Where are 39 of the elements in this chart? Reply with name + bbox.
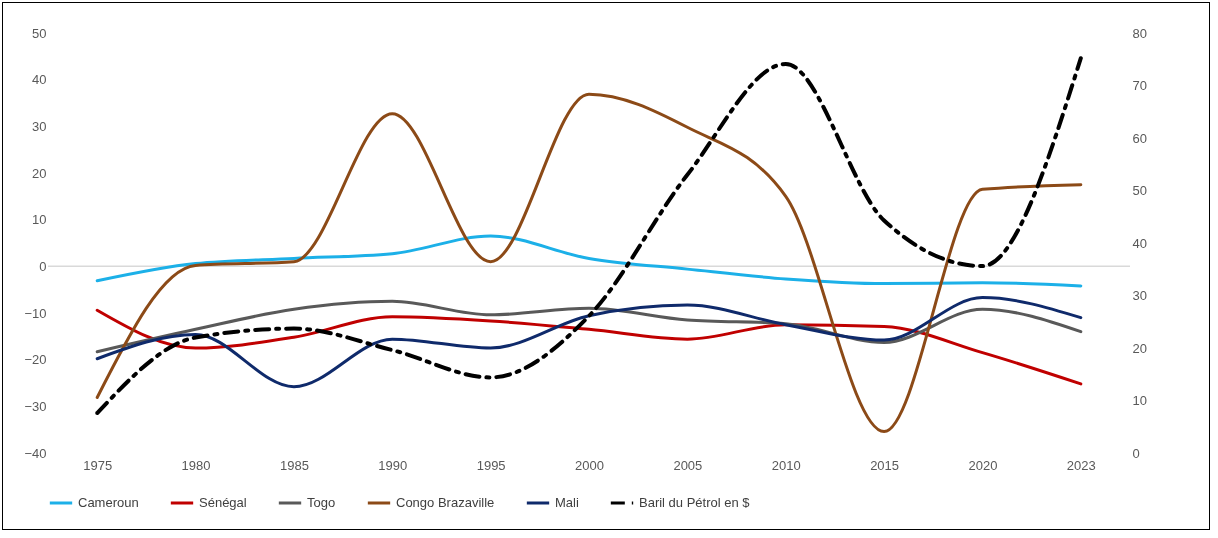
x-tick-label: 2020 [968,457,998,473]
y2-tick-label: 40 [1132,235,1147,251]
y2-tick-label: 20 [1132,340,1147,356]
x-tick-label: 1985 [279,457,309,473]
legend-label: Mali [555,495,579,510]
y-tick-label: 0 [39,258,47,274]
legend-label: Congo Brazaville [396,495,495,510]
y-tick-label: −40 [24,445,47,461]
y-tick-label: 40 [32,72,47,88]
legend-label: Cameroun [78,495,139,510]
x-tick-label: 2005 [673,457,703,473]
x-tick-label: 1995 [476,457,506,473]
y-tick-label: 10 [32,212,47,228]
x-tick-label: 2015 [870,457,900,473]
y2-tick-label: 30 [1132,288,1147,303]
y-tick-label: −10 [24,305,47,321]
x-tick-label: 2000 [575,457,604,473]
x-tick-label: 1980 [181,457,211,473]
y2-tick-label: 60 [1132,130,1147,146]
x-tick-label: 2023 [1066,457,1096,473]
y-tick-label: 50 [32,25,47,41]
x-tick-label: 2010 [771,457,801,473]
line-series [95,296,1083,389]
y2-tick-label: 80 [1132,25,1147,41]
y2-tick-label: 70 [1132,78,1147,93]
x-tick-label: 1990 [378,457,408,473]
y-tick-label: −30 [24,398,47,414]
line-series [95,234,1083,288]
y2-tick-label: 10 [1132,393,1147,408]
x-tick-label: 1975 [83,457,113,473]
y-tick-label: 20 [32,165,47,181]
legend-label: Baril du Pétrol en $ [639,495,751,510]
legend-label: Sénégal [199,495,247,510]
legend-label: Togo [307,495,336,510]
line-series [95,308,1083,386]
y2-tick-label: 0 [1132,445,1140,461]
y-tick-label: −20 [24,352,47,368]
y-tick-label: 30 [32,118,47,134]
y2-tick-label: 50 [1132,183,1147,198]
